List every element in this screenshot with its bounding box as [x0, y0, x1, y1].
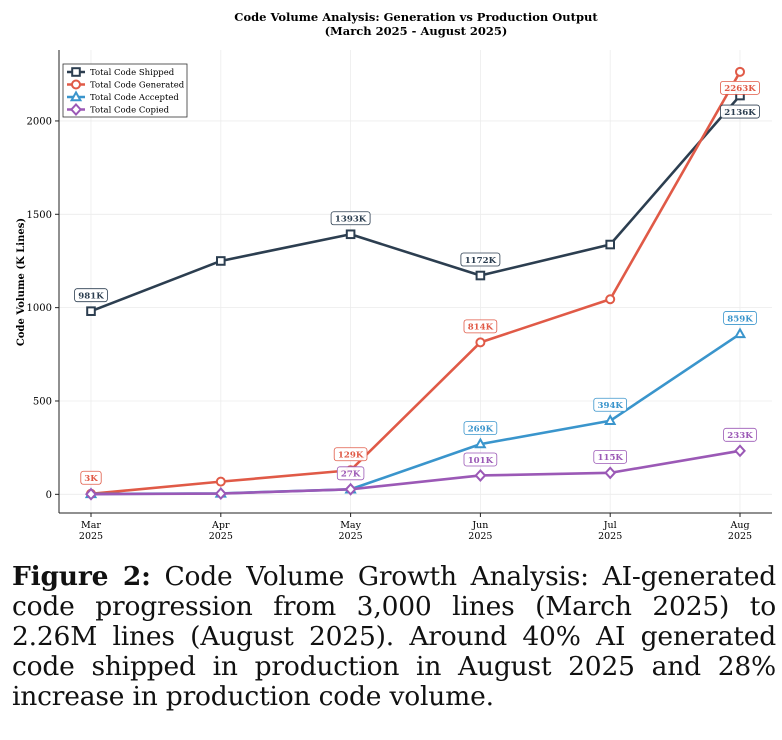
data-point-circle: [475, 337, 486, 348]
data-label-box: [720, 104, 760, 119]
legend-marker: [71, 67, 81, 77]
data-label: 1172K: [465, 256, 497, 266]
data-label: 233K: [727, 431, 753, 441]
data-label: 859K: [727, 314, 753, 324]
data-point-diamond: [85, 487, 97, 501]
legend-marker: [71, 79, 81, 90]
data-label-box: [593, 449, 627, 464]
data-label-box: [463, 452, 498, 467]
data-point-circle: [215, 476, 226, 487]
data-point-square: [605, 239, 616, 250]
figure-caption-text: Code Volume Growth Analysis: AI-generate…: [12, 561, 776, 712]
x-tick-label: Apr: [211, 520, 230, 531]
y-tick-label: 0: [46, 490, 52, 501]
data-point-diamond: [474, 468, 487, 482]
series-line: [90, 71, 742, 496]
figure-caption-label: Figure 2:: [12, 561, 151, 592]
legend-marker: [69, 90, 83, 102]
data-label: 2136K: [724, 108, 756, 118]
data-label: 101K: [468, 456, 494, 466]
series-line: [90, 332, 741, 496]
series-line: [90, 449, 741, 496]
x-tick-label: Jul: [603, 520, 617, 531]
data-label: 269K: [468, 424, 494, 434]
data-point-diamond: [734, 444, 746, 458]
chart-subtitle: (March 2025 - August 2025): [325, 24, 508, 38]
data-label-box: [333, 447, 368, 462]
y-tick-label: 1000: [27, 303, 52, 314]
data-label-box: [723, 427, 757, 442]
data-point-diamond: [604, 466, 617, 480]
data-label: 27K: [341, 470, 361, 480]
y-tick-label: 500: [33, 396, 52, 407]
legend-entry: Total Code Copied: [90, 106, 170, 116]
line-chart: Code Volume Analysis: Generation vs Prod…: [16, 10, 772, 542]
legend-marker: [70, 103, 82, 116]
x-tick-label: 2025: [468, 531, 492, 542]
data-label: 814K: [468, 323, 494, 333]
data-label: 115K: [597, 453, 623, 463]
data-label: 394K: [597, 401, 623, 411]
data-point-triangle: [733, 327, 747, 339]
data-label: 2263K: [724, 84, 756, 94]
x-tick-label: Aug: [729, 520, 749, 531]
legend-entry: Total Code Accepted: [90, 93, 179, 103]
x-tick-label: 2025: [598, 531, 622, 542]
data-point-triangle: [604, 414, 617, 425]
x-tick-label: 2025: [339, 531, 363, 542]
x-tick-label: 2025: [79, 531, 103, 542]
data-label-box: [336, 466, 365, 481]
data-label-box: [720, 80, 760, 95]
data-label: 3K: [84, 474, 98, 484]
x-tick-label: Mar: [81, 520, 101, 531]
data-point-square: [345, 229, 356, 240]
data-label: 1393K: [335, 215, 367, 225]
data-point-diamond: [344, 482, 357, 496]
legend-entry: Total Code Generated: [90, 81, 185, 91]
figure-caption: Figure 2: Code Volume Growth Analysis: A…: [12, 562, 776, 712]
x-tick-label: May: [340, 520, 361, 531]
legend-entry: Total Code Shipped: [90, 68, 175, 78]
chart-title: Code Volume Analysis: Generation vs Prod…: [234, 10, 598, 24]
y-tick-label: 1500: [27, 210, 52, 221]
data-label: 981K: [78, 291, 104, 301]
data-label: 129K: [338, 451, 364, 461]
y-tick-label: 2000: [27, 116, 52, 127]
data-label-box: [463, 319, 498, 334]
data-label-box: [330, 211, 371, 226]
data-label-box: [80, 470, 102, 485]
data-label-box: [723, 311, 757, 325]
data-label-box: [74, 288, 108, 303]
data-point-diamond: [214, 487, 227, 501]
data-point-circle: [605, 294, 616, 305]
x-tick-label: 2025: [728, 531, 752, 542]
data-point-square: [86, 306, 96, 316]
x-tick-label: Jun: [471, 520, 488, 531]
data-label-box: [460, 252, 501, 267]
x-tick-label: 2025: [209, 531, 233, 542]
data-point-triangle: [474, 437, 487, 449]
y-axis-label: Code Volume (K Lines): [16, 218, 27, 346]
data-label-box: [593, 397, 627, 412]
data-point-circle: [735, 66, 745, 77]
series-line: [90, 94, 741, 313]
data-point-square: [475, 270, 486, 281]
data-point-square: [216, 256, 226, 266]
data-label-box: [463, 421, 498, 436]
